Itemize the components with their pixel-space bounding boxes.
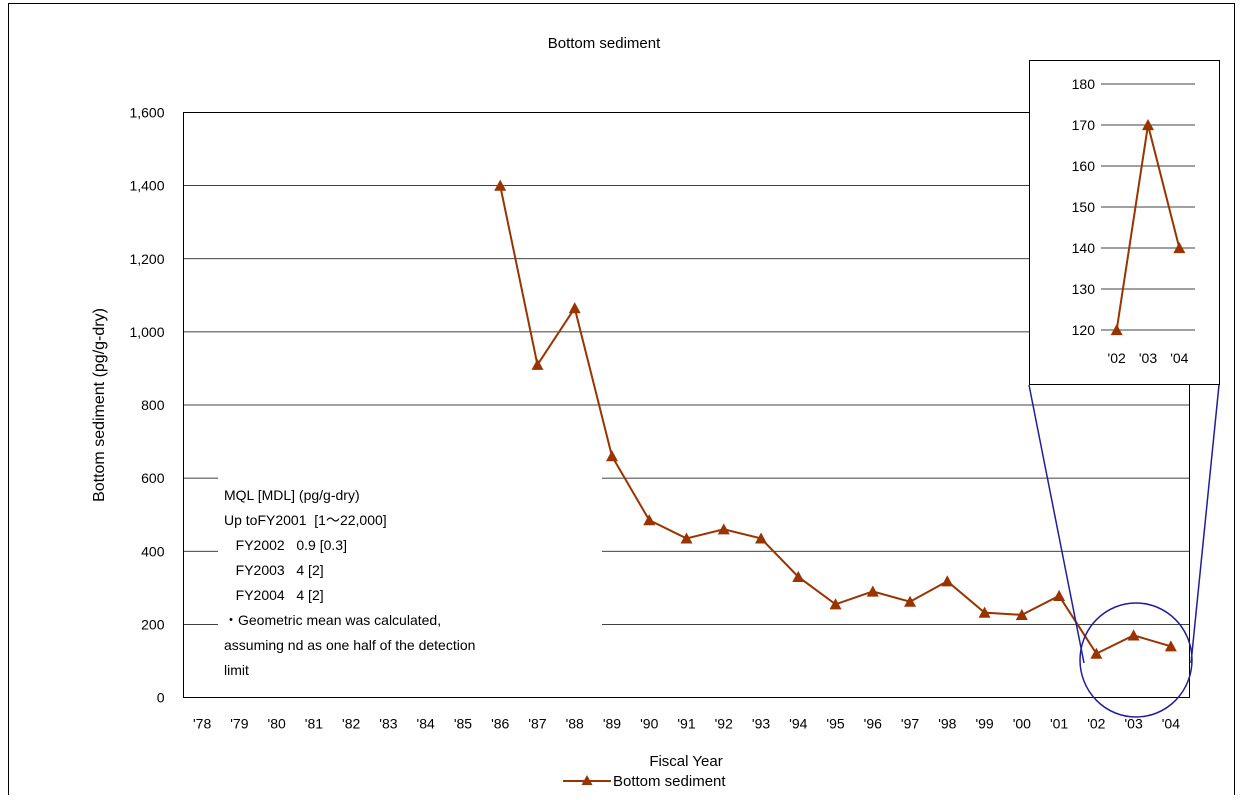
y-tick-label: 130 <box>1072 281 1096 297</box>
x-tick-label: '02 <box>1087 716 1105 732</box>
y-tick-label: 180 <box>1072 76 1096 92</box>
x-tick-label: '93 <box>752 716 770 732</box>
data-point-marker <box>1164 640 1177 652</box>
x-tick-label: '80 <box>268 716 286 732</box>
x-tick-label: '90 <box>640 716 658 732</box>
data-point-marker <box>1015 608 1028 620</box>
x-tick-label: '03 <box>1124 716 1142 732</box>
data-point-marker <box>568 302 581 314</box>
data-point-marker <box>531 358 544 370</box>
main-x-tick-labels: '78 '79 '80 '81 '82 '83 '84 '85 '86 '87 '88 '89 '90 '… <box>193 716 1180 732</box>
x-tick-label: '04 <box>1162 716 1180 732</box>
data-point-marker <box>755 532 768 544</box>
y-tick-label: 400 <box>141 543 165 559</box>
x-tick-label: '87 <box>528 716 546 732</box>
x-tick-label: '97 <box>901 716 919 732</box>
x-axis-label: Fiscal Year <box>649 753 722 770</box>
y-tick-label: 1,400 <box>129 178 164 194</box>
main-series-line <box>494 179 1177 659</box>
legend-label: Bottom sediment <box>613 773 726 790</box>
x-tick-label: '88 <box>566 716 584 732</box>
data-point-marker <box>1090 647 1103 659</box>
data-point-marker <box>605 450 618 462</box>
inset-series-line <box>1110 119 1186 336</box>
y-tick-label: 170 <box>1072 117 1096 133</box>
x-tick-label: '98 <box>938 716 956 732</box>
y-tick-label: 1,200 <box>129 251 164 267</box>
y-tick-label: 120 <box>1072 322 1096 338</box>
annotation-background <box>218 477 602 675</box>
main-y-tick-labels: 0 200 400 600 800 1,000 1,200 1,400 1,600 <box>129 105 164 706</box>
x-tick-label: '00 <box>1013 716 1031 732</box>
data-point-marker <box>1142 119 1154 131</box>
zoom-connector-left <box>1028 384 1085 664</box>
x-tick-label: '94 <box>789 716 807 732</box>
x-tick-label: '78 <box>193 716 211 732</box>
data-point-marker <box>680 532 693 544</box>
data-point-marker <box>941 575 954 587</box>
x-tick-label: '89 <box>603 716 621 732</box>
data-point-marker <box>1110 324 1123 336</box>
y-tick-label: 200 <box>141 616 165 632</box>
x-tick-label: '92 <box>715 716 733 732</box>
data-point-marker <box>717 523 730 535</box>
data-point-marker <box>904 595 917 607</box>
x-tick-label: '01 <box>1050 716 1068 732</box>
x-tick-label: '04 <box>1170 350 1188 366</box>
data-point-marker <box>866 585 879 597</box>
x-tick-label: '85 <box>454 716 472 732</box>
x-tick-label: '91 <box>677 716 695 732</box>
zoom-callout <box>1028 384 1220 718</box>
legend: Bottom sediment <box>563 773 726 790</box>
y-tick-label: 160 <box>1072 158 1096 174</box>
zoom-connector-right <box>1190 384 1220 664</box>
y-tick-label: 800 <box>141 397 165 413</box>
y-axis-label: Bottom sediment (pg/g-dry) <box>91 308 108 502</box>
annotation-line: MQL [MDL] (pg/g-dry) <box>224 487 360 503</box>
inset-chart: 120 130 140 150 160 170 180 '02 '03 '04 <box>1029 60 1220 385</box>
y-tick-label: 1,000 <box>129 324 164 340</box>
inset-x-tick-labels: '02 '03 '04 <box>1108 350 1189 366</box>
annotation-line: limit <box>224 662 249 678</box>
y-tick-label: 0 <box>157 690 165 706</box>
main-plot-area: 0 200 400 600 800 1,000 1,200 1,400 1,600 '78 '79… <box>129 105 1190 732</box>
data-point-marker <box>494 179 507 191</box>
data-point-marker <box>1127 629 1140 641</box>
data-point-marker <box>792 570 805 582</box>
annotation-line: ・Geometric mean was calculated, <box>224 612 441 628</box>
data-point-marker <box>1173 242 1186 254</box>
x-tick-label: '96 <box>864 716 882 732</box>
y-tick-label: 600 <box>141 470 165 486</box>
x-tick-label: '03 <box>1139 350 1157 366</box>
inset-y-tick-labels: 120 130 140 150 160 170 180 <box>1072 76 1096 338</box>
x-tick-label: '99 <box>975 716 993 732</box>
x-tick-label: '84 <box>417 716 435 732</box>
chart-title: Bottom sediment <box>548 35 661 52</box>
annotation-box: MQL [MDL] (pg/g-dry) Up toFY2001 [1～22,0… <box>218 477 602 678</box>
x-tick-label: '95 <box>826 716 844 732</box>
y-tick-label: 1,600 <box>129 105 164 121</box>
inset-frame <box>1029 60 1220 385</box>
annotation-line: Up toFY2001 [1～22,000] <box>224 512 387 528</box>
data-point-marker <box>978 606 991 618</box>
data-point-marker <box>643 514 656 526</box>
annotation-line: FY2002 0.9 [0.3] <box>224 537 347 553</box>
annotation-line: assuming nd as one half of the detection <box>224 637 475 653</box>
y-tick-label: 150 <box>1072 199 1096 215</box>
annotation-line: FY2004 4 [2] <box>224 587 324 603</box>
x-tick-label: '82 <box>342 716 360 732</box>
x-tick-label: '83 <box>379 716 397 732</box>
x-tick-label: '02 <box>1108 350 1126 366</box>
x-tick-label: '86 <box>491 716 509 732</box>
legend-marker-triangle <box>581 775 593 785</box>
data-point-marker <box>829 598 842 610</box>
x-tick-label: '79 <box>230 716 248 732</box>
x-tick-label: '81 <box>305 716 323 732</box>
annotation-line: FY2003 4 [2] <box>224 562 324 578</box>
y-tick-label: 140 <box>1072 240 1096 256</box>
data-point-marker <box>1053 589 1066 601</box>
